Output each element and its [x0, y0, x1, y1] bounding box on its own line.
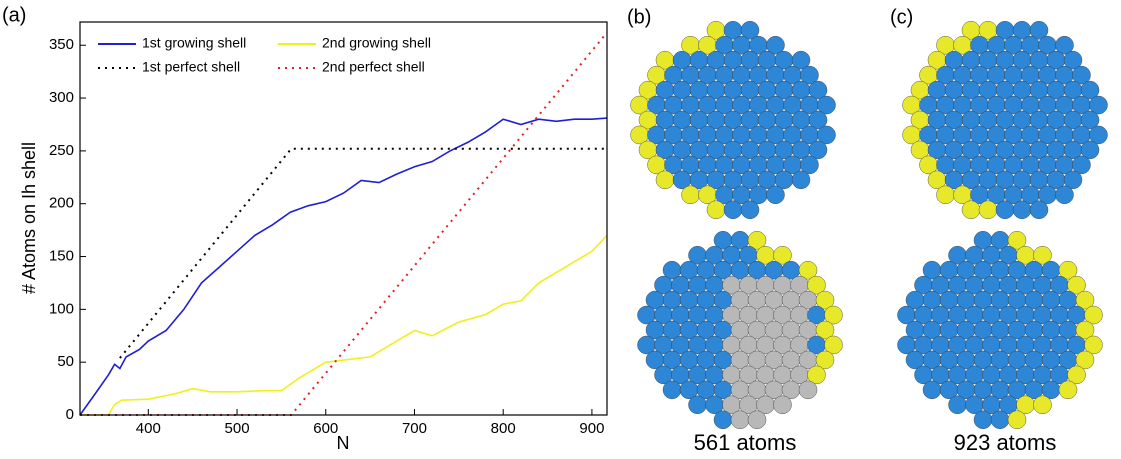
atom [974, 411, 992, 429]
legend-label: 1st perfect shell [142, 59, 240, 75]
atom [748, 411, 766, 429]
atom [792, 171, 810, 189]
cluster-image [631, 21, 836, 219]
panel-label: (c) [890, 6, 913, 28]
atom [1034, 396, 1052, 414]
cluster-image [903, 21, 1108, 219]
y-tick-label: 0 [66, 406, 74, 423]
y-tick-label: 350 [49, 36, 74, 53]
x-tick-label: 500 [225, 420, 250, 437]
atom [1030, 201, 1048, 219]
series-line [80, 33, 607, 415]
x-tick-label: 800 [491, 420, 516, 437]
y-tick-label: 200 [49, 195, 74, 212]
atom [949, 396, 967, 414]
atom [962, 201, 980, 219]
atom [724, 201, 742, 219]
atom [1059, 381, 1077, 399]
caption: 923 atoms [954, 430, 1057, 455]
cluster-image [638, 231, 843, 429]
y-tick-label: 50 [57, 353, 74, 370]
x-tick-label: 900 [579, 420, 604, 437]
atom [682, 186, 700, 204]
caption: 561 atoms [694, 430, 797, 455]
atom [656, 171, 674, 189]
y-tick-label: 250 [49, 142, 74, 159]
atom [991, 411, 1009, 429]
y-tick-label: 300 [49, 89, 74, 106]
legend-label: 2nd perfect shell [322, 59, 425, 75]
panel-label: (b) [627, 6, 651, 28]
x-axis-label: N [337, 433, 350, 453]
atom [937, 186, 955, 204]
atom [996, 201, 1014, 219]
atom [923, 381, 941, 399]
atom [707, 201, 725, 219]
atom [979, 201, 997, 219]
page: {"chart_data": {"type": "line", "panel_l… [0, 0, 1121, 459]
y-tick-label: 150 [49, 248, 74, 265]
y-tick-label: 100 [49, 300, 74, 317]
atom [663, 381, 681, 399]
panel-label: (a) [2, 4, 26, 26]
x-tick-label: 600 [313, 420, 338, 437]
series-line [80, 235, 607, 415]
atom [1013, 201, 1031, 219]
y-axis-label: # Atoms on Ih shell [19, 142, 39, 294]
atom [1056, 186, 1074, 204]
figure: (a) N # Atoms on Ih shell (b) (c) 561 at… [0, 0, 1121, 459]
cluster-image [898, 231, 1103, 429]
atom [767, 186, 785, 204]
atom [689, 396, 707, 414]
x-tick-label: 700 [402, 420, 427, 437]
atom [714, 411, 732, 429]
x-tick-label: 400 [136, 420, 161, 437]
legend-label: 1st growing shell [142, 35, 246, 51]
legend-label: 2nd growing shell [322, 35, 431, 51]
atom [741, 201, 759, 219]
atom [731, 411, 749, 429]
atom [1008, 411, 1026, 429]
series-line [80, 118, 607, 415]
atom [799, 381, 817, 399]
plot-frame [80, 22, 607, 415]
atom [774, 396, 792, 414]
